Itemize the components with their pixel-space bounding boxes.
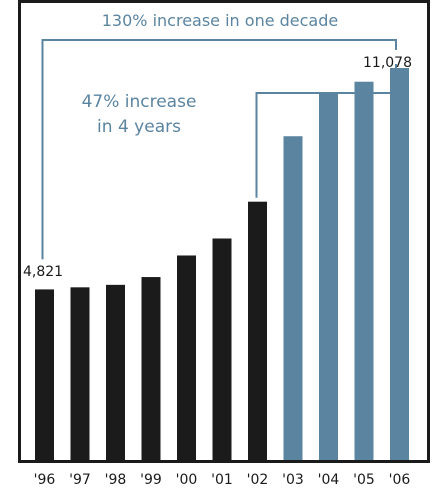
decade-bracket-line — [41, 39, 397, 260]
tick-label-96: '96 — [34, 472, 56, 488]
bar-03 — [283, 136, 303, 460]
start-value-label: 4,821 — [23, 264, 63, 280]
bar-98 — [106, 284, 125, 460]
end-value-label: 11,078 — [363, 55, 412, 71]
tick-label-03: '03 — [282, 472, 304, 488]
bar-05 — [354, 81, 374, 460]
four-year-annotation-line1: 47% increase — [82, 92, 197, 112]
tick-label-06: '06 — [389, 472, 411, 488]
decade-increase-annotation: 130% increase in one decade — [102, 11, 338, 30]
bars-group — [35, 68, 409, 461]
bar-00 — [177, 255, 196, 460]
tick-label-04: '04 — [318, 472, 340, 488]
bar-06 — [390, 68, 409, 461]
four-year-bracket-line — [255, 92, 396, 198]
bar-02 — [248, 201, 267, 460]
bar-96 — [35, 289, 54, 460]
four-year-annotation-line2: in 4 years — [97, 117, 181, 137]
bar-04 — [319, 92, 338, 460]
tick-label-01: '01 — [211, 472, 233, 488]
bar-97 — [70, 287, 90, 460]
tick-label-00: '00 — [176, 472, 198, 488]
tick-label-02: '02 — [247, 472, 269, 488]
tick-label-97: '97 — [69, 472, 91, 488]
x-tick-labels: '96 '97 '98 '99 '00 '01 '02 '03 '04 '05 '06 — [34, 472, 411, 488]
tick-label-99: '99 — [140, 472, 162, 488]
chart-frame — [18, 0, 430, 463]
bar-01 — [212, 238, 232, 460]
tick-label-98: '98 — [105, 472, 127, 488]
tick-label-05: '05 — [353, 472, 375, 488]
bar-99 — [141, 277, 161, 460]
